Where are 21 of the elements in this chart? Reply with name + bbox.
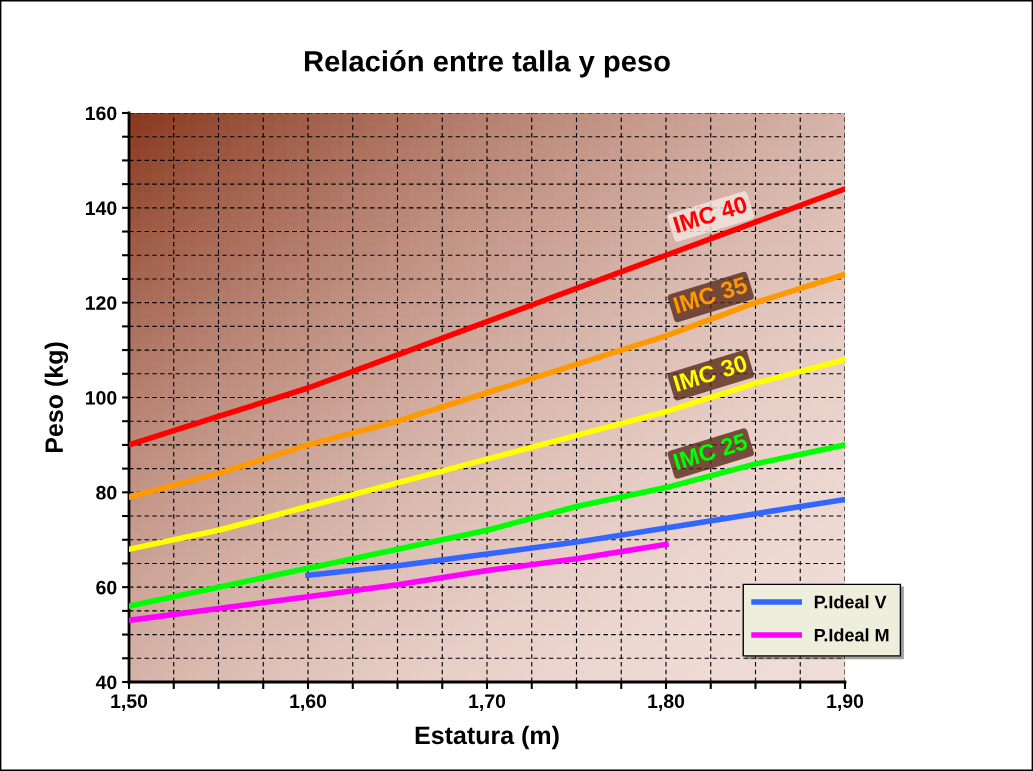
legend-label: P.Ideal M (814, 628, 889, 642)
y-tick-label: 160 (85, 106, 117, 121)
x-tick-label: 1,90 (827, 694, 864, 711)
chart-title: Relación entre talla y peso (304, 49, 670, 78)
x-tick-label: 1,60 (290, 694, 327, 711)
y-tick-label: 140 (85, 201, 117, 216)
text: IMC 30 (672, 354, 749, 393)
y-tick-label: 100 (85, 390, 117, 405)
x-tick-label: 1,50 (111, 694, 148, 711)
x-tick-label: 1,70 (469, 694, 506, 711)
text: IMC 25 (672, 432, 749, 471)
y-tick-label: 80 (96, 485, 117, 500)
y-tick-label: 40 (95, 675, 117, 690)
legend-label: P.Ideal V (814, 595, 887, 609)
y-tick-label: 60 (96, 580, 117, 595)
y-axis-title: Peso (kg) (44, 342, 69, 453)
y-tick-label: 120 (85, 296, 117, 310)
text: IMC 35 (672, 276, 749, 314)
text: IMC 40 (672, 195, 749, 234)
x-axis-title: Estatura (m) (415, 725, 559, 750)
x-tick-label: 1,80 (648, 694, 685, 711)
